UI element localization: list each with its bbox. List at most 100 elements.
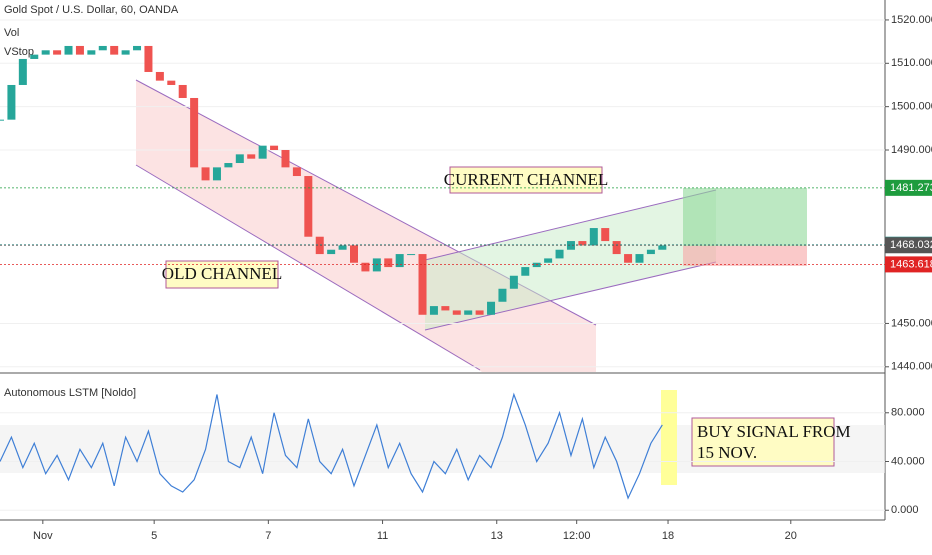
y-tick-label: 1440.000: [891, 361, 932, 373]
candle: [7, 84, 16, 120]
current-channel-top: [424, 189, 717, 261]
candle: [178, 84, 187, 98]
old-channel-bottom: [135, 164, 481, 371]
annotation: 15 NOV.: [697, 443, 757, 462]
candle: [167, 80, 176, 85]
indicator-label: Autonomous LSTM [Noldo]: [4, 387, 136, 399]
candle: [247, 154, 256, 159]
annotation: CURRENT CHANNEL: [444, 170, 609, 189]
price-tag-label: 1481.273: [890, 182, 932, 194]
price-tag-label: 1463.618: [890, 258, 932, 270]
annotation-box: [691, 417, 835, 467]
candle: [75, 45, 84, 55]
x-tick-label: Nov: [33, 530, 53, 542]
candle: [452, 310, 461, 315]
annotation: BUY SIGNAL FROM: [697, 422, 851, 441]
candle: [544, 258, 553, 263]
current-channel-fill: [425, 190, 716, 330]
indicator-line: [0, 392, 663, 500]
x-tick-label: 12:00: [563, 530, 591, 542]
price-tag-label: 1468.032: [890, 239, 932, 251]
candle: [0, 119, 4, 121]
candle: [395, 254, 404, 268]
x-tick-label: 11: [377, 530, 388, 542]
candle: [624, 254, 633, 263]
candle: [475, 310, 484, 315]
candle: [87, 50, 96, 55]
candle: [30, 54, 39, 59]
candle: [361, 262, 370, 272]
candle: [407, 254, 416, 256]
y-tick-label: 1520.000: [891, 14, 932, 26]
y-tick-label: 1450.000: [891, 317, 932, 329]
candle: [155, 71, 164, 81]
candle: [555, 249, 564, 259]
signal-highlight: [661, 390, 677, 485]
candle: [612, 241, 621, 255]
candle: [201, 167, 210, 181]
candle: [235, 154, 244, 164]
x-tick-label: 18: [662, 530, 674, 542]
candle: [133, 45, 142, 51]
candle: [315, 236, 324, 255]
candle: [532, 262, 541, 268]
x-tick-label: 13: [491, 530, 503, 542]
candle: [121, 50, 130, 55]
target-zone: [683, 188, 807, 246]
stop-zone: [683, 246, 807, 266]
candle: [338, 245, 347, 250]
candle: [372, 258, 381, 272]
y-tick-label: 1500.000: [891, 101, 932, 113]
candle: [53, 50, 62, 55]
price-tag: [885, 256, 932, 273]
candle: [589, 228, 598, 246]
candle: [578, 241, 587, 246]
vol-label: Vol: [4, 27, 19, 39]
candle: [418, 254, 427, 315]
price-tag: [885, 237, 932, 254]
candle: [110, 45, 119, 55]
candle: [487, 301, 496, 315]
y-tick-label: 0.000: [891, 504, 919, 516]
x-tick-label: 5: [151, 530, 157, 542]
current-channel-bottom: [424, 261, 717, 331]
candle: [292, 167, 301, 177]
price-tag: [885, 179, 932, 196]
candle: [658, 245, 667, 250]
y-tick-label: 1510.000: [891, 57, 932, 69]
candle: [521, 267, 530, 276]
x-tick-label: 20: [785, 530, 797, 542]
candle: [566, 241, 575, 250]
candle: [18, 58, 27, 85]
candle: [464, 310, 473, 315]
candle: [498, 288, 507, 302]
annotation: OLD CHANNEL: [162, 264, 282, 283]
candle: [429, 306, 438, 315]
candle: [327, 249, 336, 255]
y-tick-label: 1490.000: [891, 144, 932, 156]
candle: [601, 228, 610, 242]
x-tick-label: 7: [265, 530, 271, 542]
y-tick-label: 80.000: [891, 407, 925, 419]
candle: [258, 145, 267, 159]
candle: [441, 306, 450, 311]
candle: [41, 50, 50, 55]
candle: [144, 45, 153, 72]
candle: [98, 45, 107, 51]
annotation-box: [449, 166, 603, 194]
candle: [224, 163, 233, 168]
symbol-title: Gold Spot / U.S. Dollar, 60, OANDA: [4, 4, 179, 16]
candle: [646, 249, 655, 255]
candle: [384, 258, 393, 268]
candle: [509, 275, 518, 289]
candle: [212, 167, 221, 181]
candle: [270, 145, 279, 151]
annotation-box: [165, 260, 279, 289]
candle: [281, 150, 290, 168]
candle: [190, 97, 199, 168]
y-tick-label: 40.000: [891, 455, 925, 467]
candle: [304, 176, 313, 237]
candle: [64, 45, 73, 55]
candle: [350, 245, 358, 263]
